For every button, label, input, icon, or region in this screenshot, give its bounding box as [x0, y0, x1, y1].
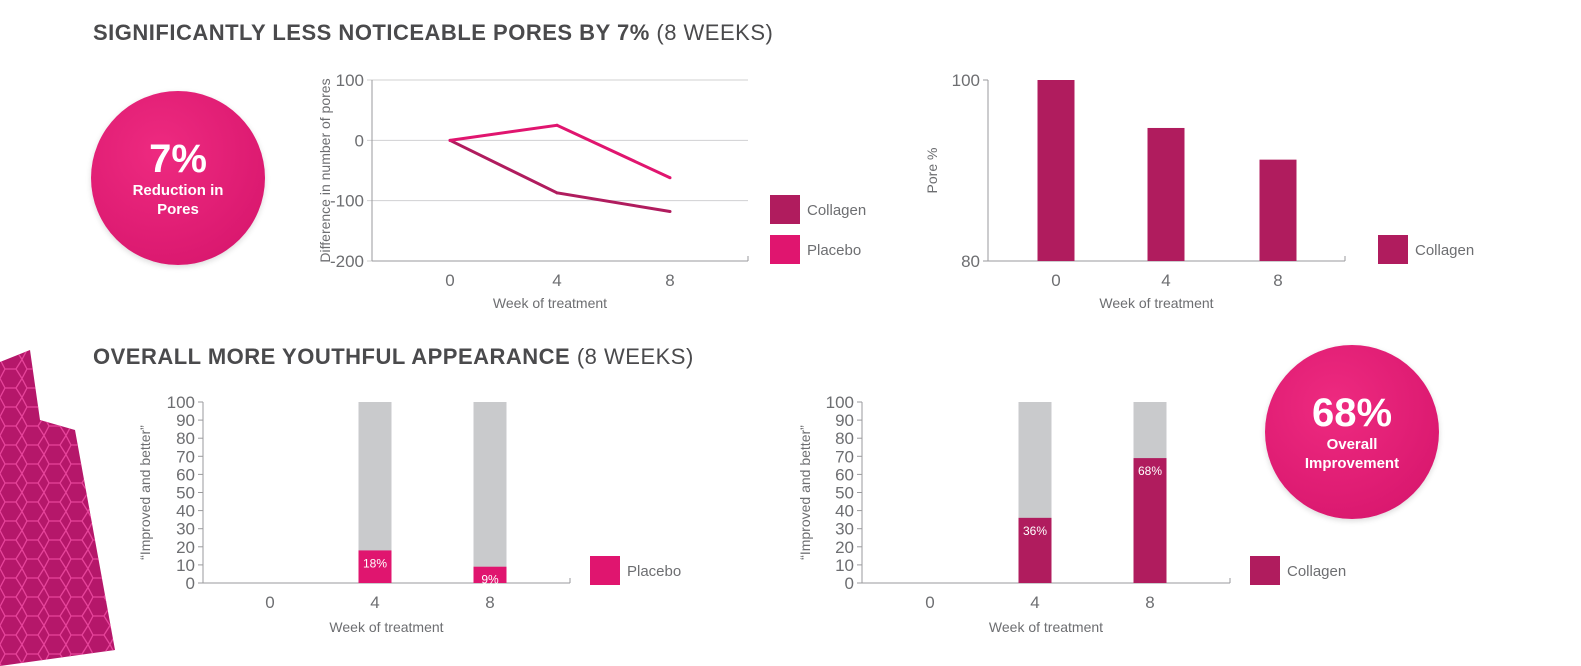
bar-collagen [1037, 80, 1075, 261]
bar-collagen [1133, 458, 1167, 583]
data-point [668, 176, 672, 180]
x-tick-label: 0 [1051, 271, 1060, 290]
x-tick-label: 8 [485, 593, 494, 612]
y-axis-label: “Improved and better” [797, 425, 813, 560]
y-tick-label: 20 [176, 538, 195, 557]
title-light: (8 WEEKS) [570, 344, 694, 369]
y-tick-label: 100 [336, 71, 364, 90]
chart-1: 100 0 -100 -200 0 4 8 Week of treatment Differen… [317, 71, 866, 311]
legend-label: Collagen [1415, 242, 1474, 259]
y-tick-label: 0 [845, 574, 854, 593]
y-tick-label: -200 [330, 252, 364, 271]
y-tick-label: 80 [176, 429, 195, 448]
legend-swatch-collagen [770, 195, 800, 224]
product-packet-image [0, 350, 130, 666]
legend-label: Placebo [807, 242, 861, 259]
y-tick-label: 0 [355, 131, 364, 150]
title-light: (8 WEEKS) [649, 20, 774, 45]
y-tick-label: 100 [826, 393, 854, 412]
badge-overall-improvement: 68% Overall Improvement [1265, 345, 1439, 519]
y-tick-label: 80 [835, 429, 854, 448]
y-tick-label: 20 [835, 538, 854, 557]
data-point [555, 123, 559, 127]
bar-value-label: 36% [1023, 524, 1047, 538]
x-axis-label: Week of treatment [329, 619, 443, 635]
data-point [448, 138, 452, 142]
badge-label: Overall Improvement [1304, 436, 1400, 472]
x-tick-label: 0 [265, 593, 274, 612]
x-tick-label: 8 [1145, 593, 1154, 612]
badge-label: Reduction in Pores [132, 182, 224, 218]
legend-swatch-collagen [1378, 235, 1408, 264]
x-tick-label: 4 [1161, 271, 1170, 290]
y-tick-label: 90 [835, 411, 854, 430]
legend-label: Collagen [1287, 563, 1346, 580]
y-tick-label: 50 [835, 484, 854, 503]
x-axis-label: Week of treatment [493, 295, 607, 311]
y-tick-label: 0 [186, 574, 195, 593]
x-tick-label: 8 [1273, 271, 1282, 290]
bar-collagen [1259, 159, 1297, 261]
bar-collagen [1018, 517, 1052, 583]
legend-label: Placebo [627, 563, 681, 580]
bar-placebo [358, 550, 392, 583]
y-tick-label: 40 [176, 502, 195, 521]
y-tick-label: 60 [835, 465, 854, 484]
title-bold: OVERALL MORE YOUTHFUL APPEARANCE [93, 344, 571, 369]
y-tick-label: 40 [835, 502, 854, 521]
badge-pore-reduction: 7% Reduction in Pores [91, 91, 265, 265]
chart-2: 100 80 0 4 8 Week of treatment Pore % Collagen [924, 71, 1474, 311]
y-tick-label: 70 [176, 447, 195, 466]
bar-placebo [473, 566, 507, 583]
bar-value-label: 18% [363, 556, 387, 570]
y-tick-label: 100 [167, 393, 195, 412]
data-point [555, 191, 559, 195]
y-tick-label: 70 [835, 447, 854, 466]
x-tick-label: 0 [445, 271, 454, 290]
y-tick-label: 10 [835, 556, 854, 575]
section-title-youthful: OVERALL MORE YOUTHFUL APPEARANCE (8 WEEK… [93, 344, 694, 370]
y-tick-label: 30 [835, 520, 854, 539]
legend-swatch-collagen [1250, 556, 1280, 585]
x-tick-label: 8 [665, 271, 674, 290]
y-tick-label: 10 [176, 556, 195, 575]
y-axis-label: “Improved and better” [137, 425, 153, 560]
y-tick-label: 100 [952, 71, 980, 90]
y-axis-label: Difference in number of pores [317, 78, 333, 262]
bar-value-label: 68% [1138, 464, 1162, 478]
x-tick-label: 4 [1030, 593, 1039, 612]
x-tick-label: 4 [370, 593, 379, 612]
legend-swatch-placebo [590, 556, 620, 585]
data-point [668, 210, 672, 214]
title-bold: SIGNIFICANTLY LESS NOTICEABLE PORES BY 7… [93, 20, 650, 45]
legend-swatch-placebo [770, 235, 800, 264]
line-placebo [449, 123, 671, 180]
badge-value: 68% [1311, 391, 1393, 435]
x-axis-label: Week of treatment [989, 619, 1103, 635]
bar-remainder [473, 402, 507, 583]
badge-value: 7% [149, 137, 207, 181]
legend-label: Collagen [807, 202, 866, 219]
y-tick-label: 90 [176, 411, 195, 430]
bar-value-label: 9% [481, 573, 499, 587]
y-tick-label: -100 [330, 192, 364, 211]
section-title-pores: SIGNIFICANTLY LESS NOTICEABLE PORES BY 7… [93, 20, 773, 46]
bar-collagen [1147, 127, 1185, 261]
y-tick-label: 30 [176, 520, 195, 539]
y-axis-label: Pore % [924, 148, 940, 194]
x-tick-label: 4 [552, 271, 561, 290]
x-axis-label: Week of treatment [1099, 295, 1213, 311]
y-tick-label: 80 [961, 252, 980, 271]
y-tick-label: 60 [176, 465, 195, 484]
y-tick-label: 50 [176, 484, 195, 503]
x-tick-label: 0 [925, 593, 934, 612]
